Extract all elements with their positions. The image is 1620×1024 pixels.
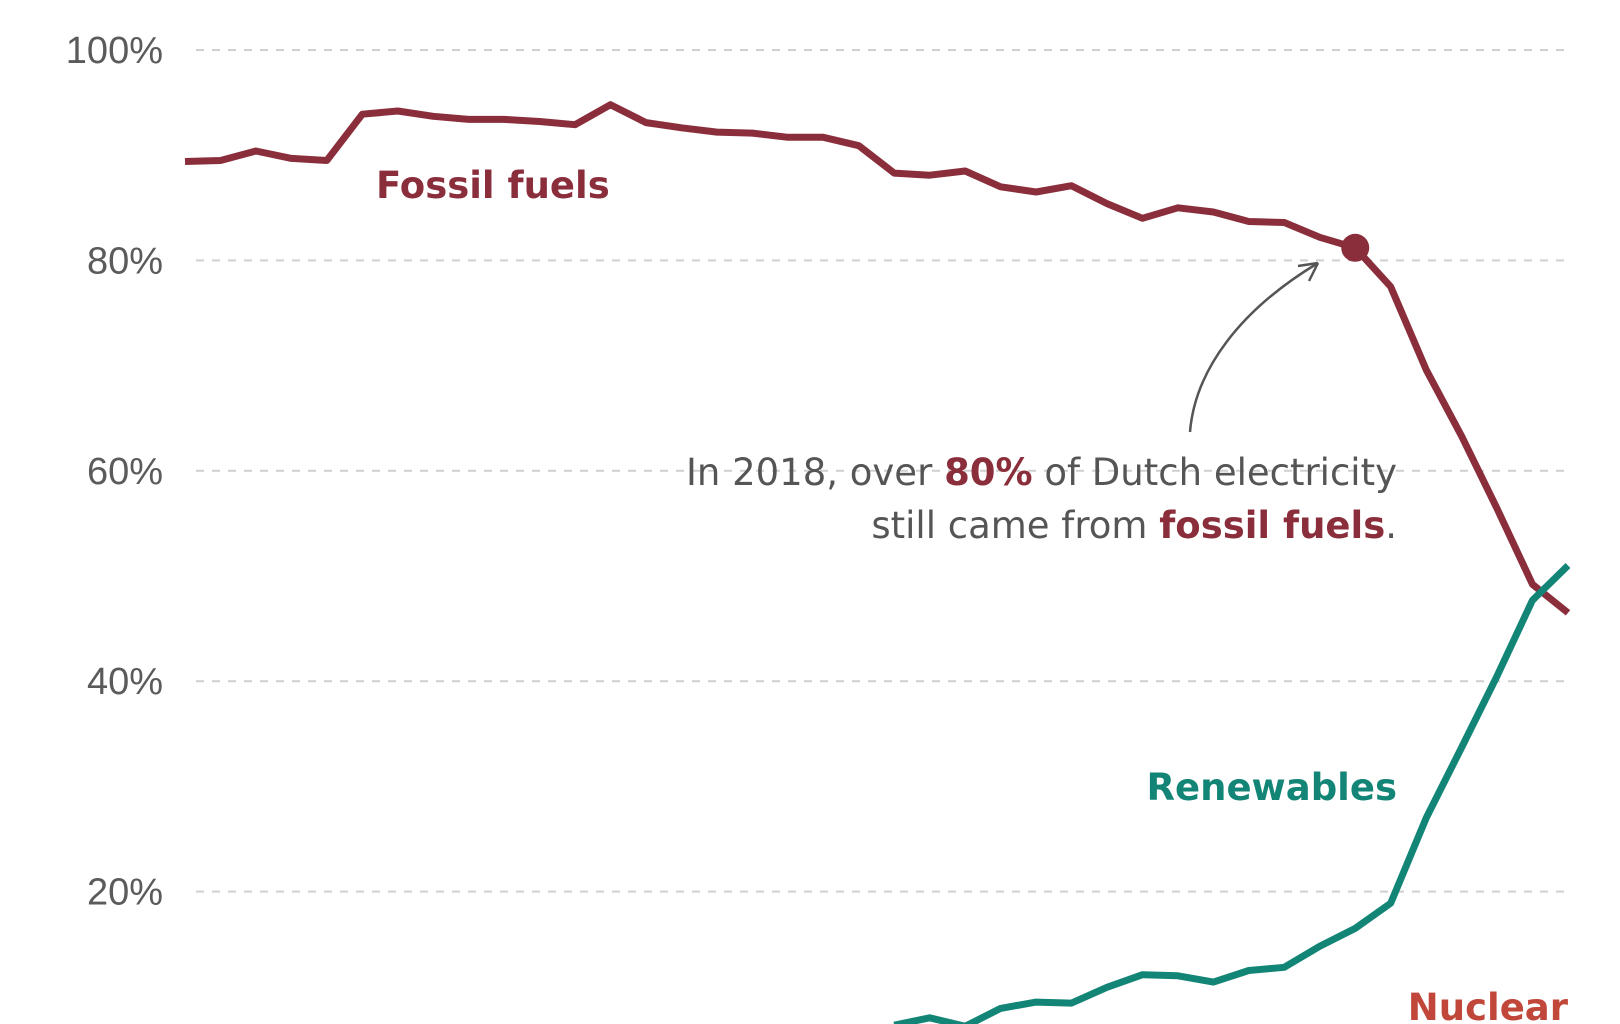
annotation-highlight-fossil-fuels: fossil fuels	[1159, 504, 1385, 547]
y-tick-label-60: 60%	[87, 451, 163, 493]
annotation-line-2-c: .	[1385, 504, 1397, 547]
y-tick-label-80: 80%	[87, 240, 163, 282]
y-tick-label-20: 20%	[87, 872, 163, 914]
y-axis-ticks: 100% 80% 60% 40% 20%	[66, 30, 163, 914]
series-lines	[184, 101, 1571, 1024]
annotation-marker	[1341, 233, 1370, 262]
annotation-line-1-c: of Dutch electricity	[1033, 451, 1397, 494]
annotation-line-1-a: In 2018, over	[686, 451, 944, 494]
y-tick-label-40: 40%	[87, 661, 163, 703]
y-tick-label-100: 100%	[66, 30, 163, 72]
series-line-renewables	[893, 562, 1571, 1024]
series-label-fossil-fuels: Fossil fuels	[376, 164, 610, 207]
annotation-highlight-80-percent: 80%	[944, 451, 1033, 494]
series-line-fossil-fuels	[184, 101, 1571, 616]
annotation-line-2: still came from fossil fuels.	[871, 504, 1397, 547]
grid-lines	[196, 49, 1568, 893]
annotation-line-1: In 2018, over 80% of Dutch electricity	[686, 451, 1397, 494]
annotation-arrowhead	[1297, 261, 1320, 282]
annotation-line-2-a: still came from	[871, 504, 1159, 547]
series-label-renewables: Renewables	[1147, 766, 1397, 809]
annotation-arrow	[1188, 261, 1319, 433]
series-label-nuclear: Nuclear	[1408, 986, 1569, 1024]
